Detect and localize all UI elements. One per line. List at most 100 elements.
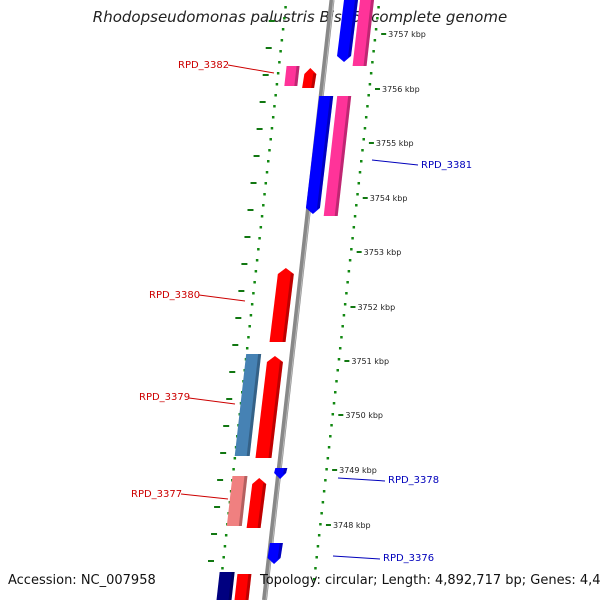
dot-ring-left — [268, 149, 271, 152]
dot-ring-right — [329, 435, 332, 438]
dot-ring-left — [245, 347, 249, 350]
dot-ring-right — [342, 314, 346, 317]
gene-bar-top-pink — [352, 0, 374, 66]
dot-ring-left — [249, 314, 253, 317]
dot-ring-right — [341, 325, 344, 328]
dot-ring-left — [280, 39, 284, 42]
label-connector — [180, 493, 229, 500]
gene-bar-light — [226, 476, 248, 526]
ring-dash — [232, 344, 239, 346]
dot-ring-left — [250, 303, 254, 306]
ring-dash — [241, 263, 248, 265]
gene-label: RPD_3379 — [139, 392, 190, 403]
gene-bar-rpd3380 — [269, 268, 294, 342]
dot-ring-left — [257, 248, 260, 251]
gene-label: RPD_3380 — [149, 290, 200, 301]
gene-bar-rpd3382-a — [284, 66, 300, 86]
dot-ring-right — [351, 237, 354, 240]
gene-bar-rpd3377 — [246, 478, 267, 528]
dot-ring-right — [338, 347, 342, 350]
dot-ring-left — [281, 28, 285, 31]
tick-mark — [338, 414, 344, 416]
ring-dash — [253, 155, 260, 157]
gene-bar-rpd3381-pink — [323, 96, 352, 216]
gene-labels: RPD_3382 RPD_3381 RPD_3380 RPD_3379 RPD_3378… — [131, 60, 472, 564]
gene-bar-rpd3382-b-shade — [311, 73, 317, 88]
ring-dash — [265, 47, 272, 49]
dot-ring-left — [263, 193, 266, 196]
ring-dash — [220, 452, 227, 454]
dot-ring-left — [264, 182, 268, 185]
gene-bar-light-shade — [238, 476, 248, 526]
dot-ring-left — [232, 468, 235, 471]
dot-ring-right — [330, 424, 333, 427]
dot-ring-right — [352, 226, 356, 229]
dot-ring-left — [265, 171, 269, 174]
dot-ring-right — [335, 380, 338, 383]
ring-dash — [259, 101, 266, 103]
ring-dash — [211, 533, 218, 535]
gene-bar-steel-shade — [246, 354, 262, 456]
tick-mark — [332, 469, 338, 471]
ring-dash — [208, 560, 214, 562]
ring-dash — [226, 398, 233, 400]
tick-label: 3753 kbp — [364, 248, 402, 257]
gene-bar-rpd3381-pink-shade — [334, 96, 352, 216]
dot-ring-left — [274, 94, 277, 97]
dot-ring-right — [353, 215, 357, 218]
tick-mark — [374, 88, 380, 90]
gene-bar-top-pink-shade — [363, 0, 374, 66]
dot-ring-right — [331, 413, 335, 416]
dot-ring-left — [253, 281, 256, 284]
dot-ring-right — [312, 578, 316, 581]
tick-label: 3755 kbp — [376, 139, 414, 148]
dot-ring-right — [334, 391, 337, 394]
gene-label: RPD_3377 — [131, 489, 182, 500]
gene-bar-rpd3379 — [255, 356, 283, 458]
dot-ring-left — [284, 6, 287, 9]
dot-ring-right — [320, 512, 323, 515]
gene-bar-top-blue — [337, 0, 358, 62]
ring-dash — [223, 425, 230, 427]
tick-mark — [344, 360, 350, 362]
dot-ring-right — [332, 402, 336, 405]
dot-ring-right — [319, 523, 322, 526]
tick-mark — [356, 251, 362, 253]
dot-ring-left — [273, 105, 276, 108]
dot-ring-right — [317, 534, 321, 537]
ring-dash — [262, 74, 269, 76]
dot-ring-left — [252, 292, 255, 295]
dot-ring-right — [364, 116, 368, 119]
dot-ring-right — [357, 182, 361, 185]
dot-ring-right — [363, 127, 367, 130]
dot-ring-left — [259, 226, 263, 229]
dot-ring-right — [356, 193, 359, 196]
tick-label: 3750 kbp — [345, 411, 383, 420]
gene-bar-rpd3381-blue — [305, 96, 334, 214]
dot-ring-right — [362, 138, 365, 141]
dot-ring-right — [346, 281, 349, 284]
dot-ring-left — [279, 50, 282, 53]
gene-bar-rpd3377-shade — [257, 483, 267, 528]
dot-ring-right — [347, 270, 351, 273]
gene-bar-rpd3376 — [267, 543, 283, 564]
dot-ring-right — [337, 358, 341, 361]
label-connector — [337, 477, 386, 482]
ring-dash — [214, 506, 221, 508]
dot-ring-right — [371, 61, 374, 64]
label-connector — [188, 397, 236, 405]
ring-dash — [256, 128, 263, 130]
tick-mark — [350, 306, 356, 308]
gene-bar-rpd3379-shade — [268, 361, 283, 458]
tick-label: 3751 kbp — [351, 357, 389, 366]
dot-ring-right — [372, 50, 375, 53]
gene-bar-bottom-navy-shade — [228, 572, 235, 600]
dot-ring-left — [278, 61, 281, 64]
tick-label: 3754 kbp — [370, 194, 408, 203]
dot-ring-right — [340, 336, 343, 339]
dot-ring-right — [324, 479, 327, 482]
dot-ring-right — [325, 468, 328, 471]
label-connector — [332, 555, 381, 560]
ring-dash — [250, 182, 257, 184]
dot-ring-right — [368, 83, 372, 86]
